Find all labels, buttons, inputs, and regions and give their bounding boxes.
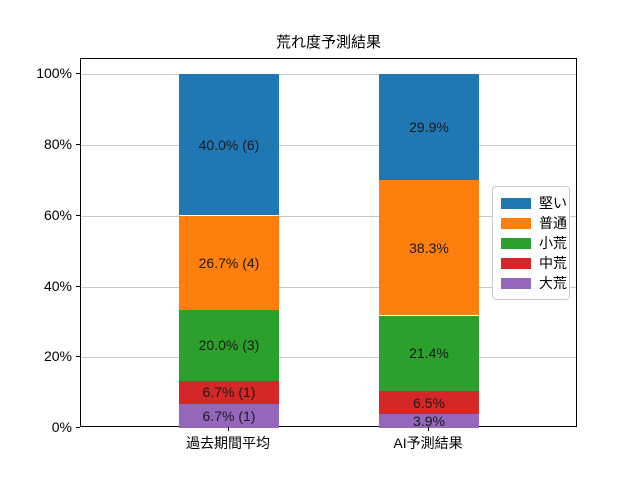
grid-line [81,215,576,217]
y-tick-mark [76,427,80,428]
y-tick-label: 0% [51,419,72,435]
bar-segment: 6.7% (1) [179,380,279,405]
bar-segment: 29.9% [379,74,479,181]
legend-swatch [501,217,531,229]
bar-segment-label: 20.0% (3) [198,337,260,354]
y-tick-mark [76,214,80,216]
bar-segment: 21.4% [379,315,479,392]
bar-segment: 20.0% (3) [179,309,279,381]
legend-swatch [501,277,531,289]
grid-line [81,286,576,288]
y-tick-mark [76,144,80,146]
legend-item: 堅い [501,194,567,212]
bar-segment-label: 26.7% (4) [198,254,260,271]
bar-segment: 3.9% [379,414,479,428]
legend-swatch [501,197,531,209]
bar-segment-label: 6.7% (1) [202,384,256,401]
bar-segment: 38.3% [379,180,479,316]
legend-item: 普通 [501,214,567,232]
legend-label: 中荒 [539,255,567,271]
legend-item: 小荒 [501,234,567,252]
bar-segment-label: 21.4% [409,345,449,362]
y-tick-label: 20% [43,348,72,365]
y-tick-label: 60% [43,206,72,223]
bar-segment-label: 29.9% [409,119,449,136]
legend-label: 大荒 [539,275,567,291]
bar-segment: 26.7% (4) [179,215,279,310]
legend-item: 大荒 [501,274,567,292]
grid-line [81,74,576,76]
plot-area: 6.7% (1) 6.7% (1) 20.0% (3) 26.7% (4) 40.0% … [80,58,577,428]
y-tick-mark [76,73,80,75]
chart-title: 荒れ度予測結果 [275,34,381,51]
x-tick-mark [228,427,229,431]
x-tick-label: 過去期間平均 [186,435,270,451]
legend-swatch [501,257,531,269]
legend-label: 小荒 [539,235,567,251]
x-tick-mark [428,427,429,431]
legend-label: 普通 [539,215,567,231]
bar-segment: 6.7% (1) [179,404,279,428]
grid-line [81,145,576,147]
y-tick-label: 100% [36,65,72,82]
legend-item: 中荒 [501,254,567,272]
bar-segment: 6.5% [379,391,479,415]
bar-segment: 40.0% (6) [179,74,279,216]
legend: 堅い普通小荒中荒大荒 [492,186,570,300]
grid-line [81,357,576,359]
y-tick-label: 80% [43,136,72,153]
bar-segment-label: 6.5% [413,394,445,411]
legend-swatch [501,237,531,249]
x-tick-label: AI予測結果 [393,435,463,451]
legend-label: 堅い [539,195,567,211]
bar-segment-label: 40.0% (6) [198,136,260,153]
y-tick-mark [76,285,80,287]
y-tick-mark [76,356,80,358]
y-tick-label: 40% [43,277,72,294]
bar-segment-label: 3.9% [413,413,445,430]
bar-segment-label: 6.7% (1) [202,408,256,425]
bar-segment-label: 38.3% [409,239,449,256]
